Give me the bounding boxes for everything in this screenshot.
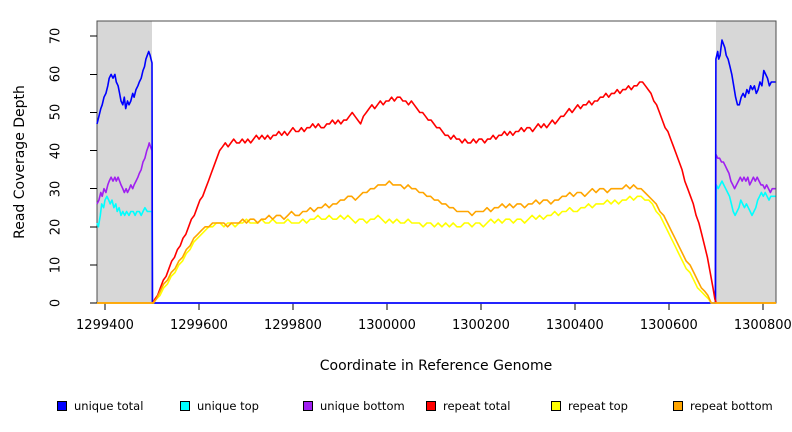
legend-swatch-icon bbox=[303, 401, 313, 411]
legend-swatch-icon bbox=[57, 401, 67, 411]
legend-label: unique total bbox=[74, 399, 144, 413]
legend-item: unique bottom bbox=[303, 399, 405, 413]
legend-item: repeat total bbox=[426, 399, 511, 413]
x-tick-label: 1300800 bbox=[733, 318, 792, 333]
series-line-repeat-total bbox=[97, 81, 776, 304]
y-tick-label: 0 bbox=[48, 298, 64, 308]
y-tick-label: 50 bbox=[48, 104, 64, 121]
x-tick-label: 1300000 bbox=[357, 318, 416, 333]
legend-label: unique top bbox=[197, 399, 259, 413]
x-tick-label: 1299600 bbox=[170, 318, 228, 333]
y-tick-label: 20 bbox=[48, 218, 64, 236]
legend-swatch-icon bbox=[673, 401, 683, 411]
legend-label: repeat total bbox=[443, 399, 511, 413]
x-tick-label: 1299800 bbox=[263, 318, 322, 333]
y-tick-label: 60 bbox=[48, 66, 64, 83]
x-tick-label: 1300200 bbox=[451, 318, 510, 333]
legend-item: unique top bbox=[180, 399, 259, 413]
legend-item: repeat bottom bbox=[673, 399, 773, 413]
y-tick-label: 70 bbox=[48, 27, 64, 45]
y-tick-label: 30 bbox=[48, 180, 64, 197]
x-tick-label: 1299400 bbox=[76, 318, 134, 333]
series-line-repeat-bottom bbox=[97, 180, 776, 304]
x-axis-title: Coordinate in Reference Genome bbox=[319, 358, 553, 374]
legend-item: repeat top bbox=[551, 399, 628, 413]
x-tick-label: 1300400 bbox=[545, 318, 604, 333]
legend-label: repeat bottom bbox=[690, 399, 773, 413]
legend-swatch-icon bbox=[551, 401, 561, 411]
legend-label: repeat top bbox=[568, 399, 628, 413]
legend-label: unique bottom bbox=[320, 399, 405, 413]
x-tick-label: 1300600 bbox=[639, 318, 698, 333]
legend-swatch-icon bbox=[426, 401, 436, 411]
series-line-unique-bottom bbox=[96, 142, 776, 304]
y-tick-label: 40 bbox=[48, 142, 64, 159]
shaded-region bbox=[715, 21, 776, 303]
legend-swatch-icon bbox=[180, 401, 190, 411]
series-line-repeat-top bbox=[97, 195, 776, 304]
y-axis-title: Read Coverage Depth bbox=[12, 85, 28, 239]
plot-box bbox=[96, 20, 777, 304]
series-line-unique-total bbox=[96, 39, 776, 304]
legend-item: unique total bbox=[57, 399, 144, 413]
y-tick-label: 10 bbox=[48, 256, 64, 274]
